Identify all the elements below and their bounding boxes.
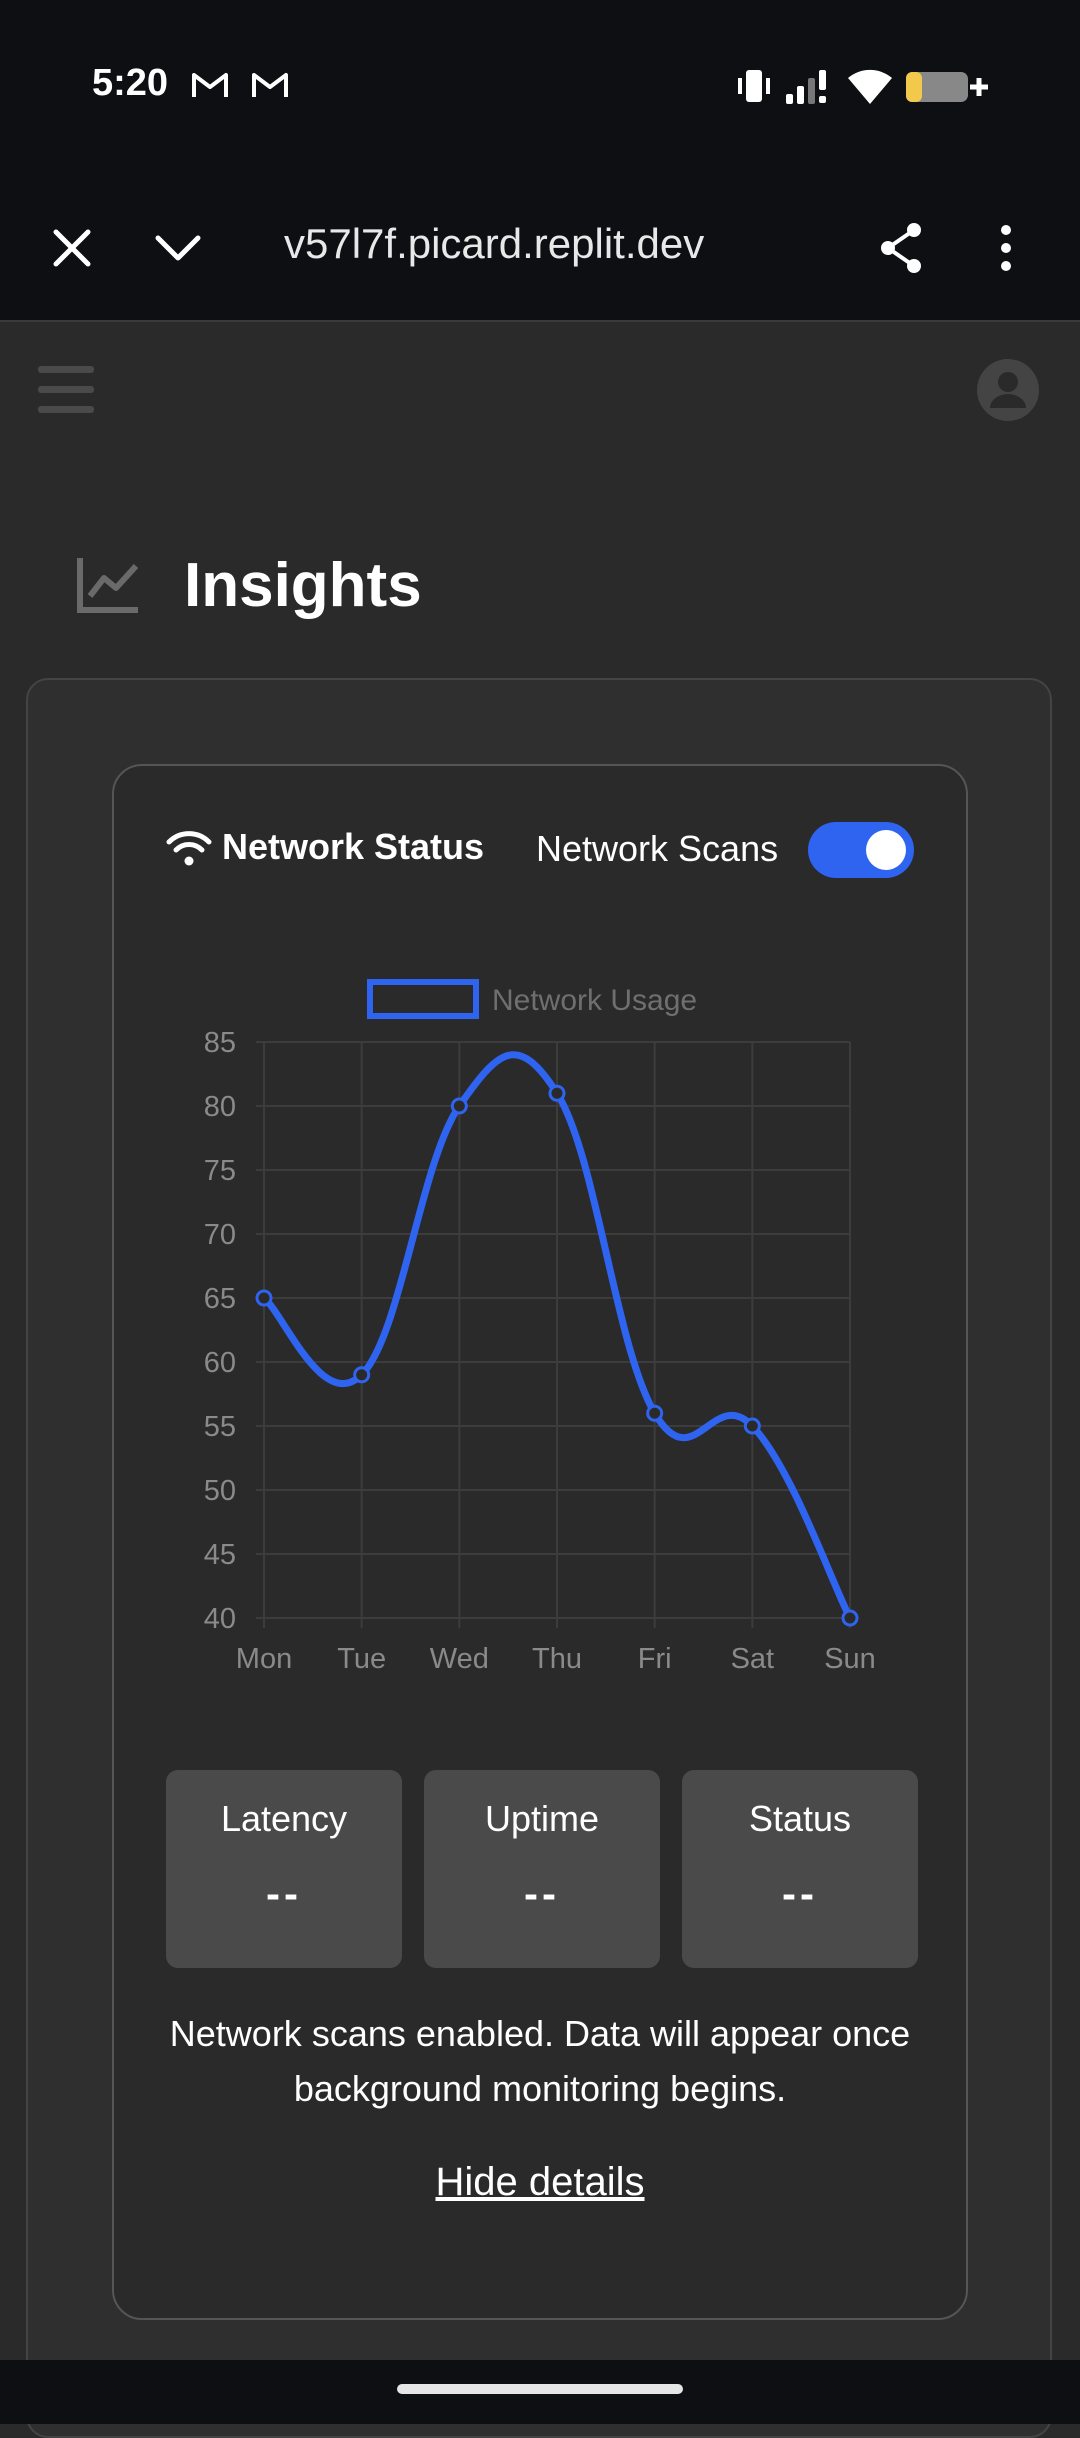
data-point <box>353 1366 371 1384</box>
y-tick-label: 45 <box>204 1539 236 1571</box>
y-tick-label: 85 <box>204 1027 236 1059</box>
x-tick-label: Wed <box>430 1643 489 1675</box>
menu-icon[interactable] <box>38 366 94 418</box>
y-tick-label: 75 <box>204 1155 236 1187</box>
stat-uptime: Uptime -- <box>424 1770 660 1968</box>
data-point <box>743 1417 761 1435</box>
y-tick-label: 55 <box>204 1411 236 1443</box>
stats-row: Latency -- Uptime -- Status -- <box>166 1770 918 1968</box>
x-tick-label: Tue <box>337 1643 386 1675</box>
stat-label: Status <box>748 1798 852 1839</box>
more-vert-icon[interactable] <box>978 220 1034 276</box>
stat-status: Status -- <box>682 1770 918 1968</box>
legend-label: Network Usage <box>492 984 697 1017</box>
data-point <box>841 1609 859 1627</box>
toggle-knob <box>866 830 906 870</box>
url-field[interactable]: v57l7f.picard.replit.dev <box>284 220 705 267</box>
data-point <box>255 1289 273 1307</box>
x-tick-label: Fri <box>638 1643 672 1675</box>
gmail-icon <box>192 73 228 97</box>
hide-details-link[interactable]: Hide details <box>435 2160 645 2204</box>
home-gesture-bar[interactable] <box>397 2384 683 2394</box>
y-tick-label: 40 <box>204 1603 236 1635</box>
stat-latency: Latency -- <box>166 1770 402 1968</box>
stat-value: -- <box>782 1870 818 1917</box>
signal-icon <box>786 70 826 104</box>
avatar-icon[interactable] <box>976 358 1040 422</box>
card-title: Network Status <box>222 826 485 867</box>
network-scans-toggle[interactable] <box>808 822 914 878</box>
wifi-icon <box>166 831 212 866</box>
app-header <box>0 322 1080 452</box>
stat-value: -- <box>266 1870 302 1917</box>
network-scans-label: Network Scans <box>536 828 779 869</box>
stat-label: Latency <box>220 1798 348 1839</box>
chart-line-icon <box>77 558 139 613</box>
close-icon[interactable] <box>44 220 100 276</box>
data-point <box>450 1097 468 1115</box>
battery-icon <box>906 72 988 102</box>
y-tick-label: 80 <box>204 1091 236 1123</box>
browser-toolbar: v57l7f.picard.replit.dev <box>0 180 1080 322</box>
network-status-header: Network Status Network Scans <box>166 822 926 892</box>
y-tick-label: 60 <box>204 1347 236 1379</box>
gmail-icon <box>252 73 288 97</box>
chevron-down-icon[interactable] <box>150 220 206 276</box>
status-bar: 5:20 <box>0 0 1080 180</box>
network-status-card <box>112 764 968 2320</box>
share-icon[interactable] <box>874 220 930 276</box>
page-title: Insights <box>184 551 422 620</box>
stat-label: Uptime <box>484 1798 600 1839</box>
network-usage-chart: 40 45 50 55 60 65 70 75 80 85 Mon Tue Wed Thu Fri Sat Su… <box>204 979 876 1675</box>
data-point <box>548 1084 566 1102</box>
x-tick-label: Thu <box>532 1643 582 1675</box>
system-nav-bar <box>0 2360 1080 2424</box>
data-point <box>646 1404 664 1422</box>
x-tick-label: Sat <box>731 1643 775 1675</box>
x-tick-label: Sun <box>824 1643 876 1675</box>
y-tick-label: 70 <box>204 1219 236 1251</box>
stat-value: -- <box>524 1870 560 1917</box>
y-tick-label: 50 <box>204 1475 236 1507</box>
wifi-icon <box>848 69 892 104</box>
y-tick-label: 65 <box>204 1283 236 1315</box>
x-tick-label: Mon <box>236 1643 292 1675</box>
vibrate-icon <box>738 70 770 102</box>
legend-swatch <box>367 979 479 1019</box>
status-time: 5:20 <box>92 62 169 104</box>
info-message: Network scans enabled. Data will appear … <box>169 2013 911 2109</box>
